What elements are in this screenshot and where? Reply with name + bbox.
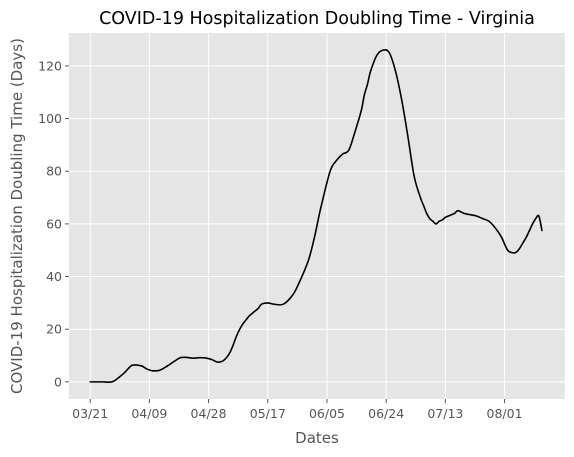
y-tick-label: 20: [46, 322, 62, 337]
plot-background: [69, 33, 565, 399]
grid: [69, 33, 565, 399]
series-line: [89, 49, 543, 383]
x-tick-label: 03/21: [72, 406, 108, 421]
x-tick-label: 06/05: [309, 406, 345, 421]
y-tick-label: 40: [46, 269, 62, 284]
y-tick-label: 120: [38, 58, 62, 73]
x-tick-label: 05/17: [250, 406, 286, 421]
y-tick-label: 60: [46, 216, 62, 231]
x-tick-label: 08/01: [487, 406, 523, 421]
tick-labels: 03/21 04/09 04/28 05/17 06/05 06/24 07/13 08/01…: [38, 58, 522, 421]
y-tick-label: 100: [38, 111, 62, 126]
chart-title: COVID-19 Hospitalization Doubling Time -…: [99, 9, 535, 29]
x-tick-label: 06/24: [368, 406, 404, 421]
x-axis-label: Dates: [295, 429, 339, 447]
x-tick-label: 04/28: [191, 406, 227, 421]
x-tick-label: 07/13: [427, 406, 463, 421]
y-tick-label: 80: [46, 164, 62, 179]
x-tick-label: 04/09: [131, 406, 167, 421]
y-tick-label: 0: [54, 374, 62, 389]
y-axis-label: COVID-19 Hospitalization Doubling Time (…: [8, 38, 26, 394]
